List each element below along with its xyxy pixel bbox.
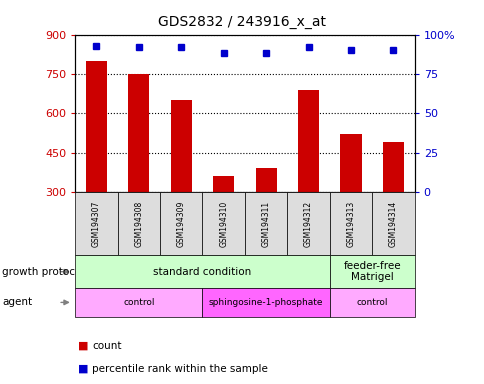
Text: GSM194311: GSM194311 [261,200,270,247]
Text: percentile rank within the sample: percentile rank within the sample [92,364,268,374]
Bar [340,134,361,192]
Bar [212,176,234,192]
Text: GSM194308: GSM194308 [134,200,143,247]
Text: GSM194309: GSM194309 [176,200,185,247]
Text: control: control [123,298,154,307]
Text: count: count [92,341,121,351]
Text: feeder-free
Matrigel: feeder-free Matrigel [343,261,400,283]
Text: agent: agent [2,297,32,308]
Text: GSM194307: GSM194307 [91,200,101,247]
Text: sphingosine-1-phosphate: sphingosine-1-phosphate [209,298,323,307]
Bar [170,100,192,192]
Text: ■: ■ [77,364,88,374]
Text: GSM194313: GSM194313 [346,200,355,247]
Bar [86,61,107,192]
Text: GDS2832 / 243916_x_at: GDS2832 / 243916_x_at [158,15,326,29]
Bar [255,169,276,192]
Text: GSM194312: GSM194312 [303,200,313,247]
Bar [382,142,403,192]
Text: GSM194314: GSM194314 [388,200,397,247]
Text: growth protocol: growth protocol [2,266,85,277]
Text: ■: ■ [77,341,88,351]
Bar [128,74,149,192]
Text: standard condition: standard condition [153,266,251,277]
Bar [297,90,318,192]
Text: control: control [356,298,387,307]
Text: GSM194310: GSM194310 [219,200,228,247]
